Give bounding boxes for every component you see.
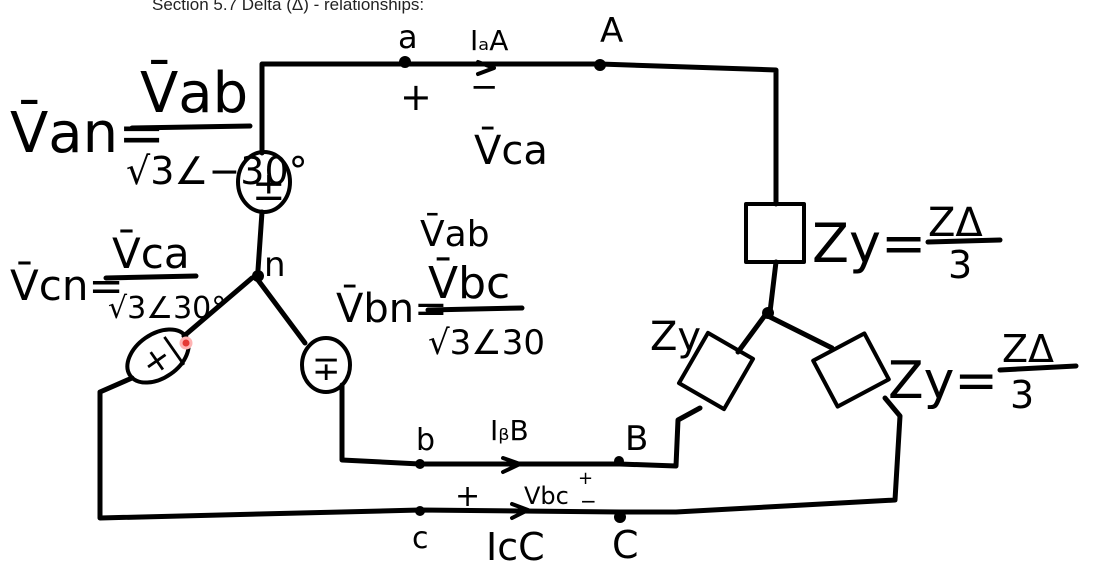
wire-top <box>259 61 779 207</box>
current-label-IcC: IcC <box>486 525 545 569</box>
equation-zy-right-numerator: ZΔ <box>1002 327 1054 371</box>
equation-Vbn-bar <box>425 305 525 313</box>
source-bn: ∓ <box>300 336 352 394</box>
node-dot-B <box>614 456 624 466</box>
equation-Vcn-bar <box>103 273 199 281</box>
node-label-B: B <box>625 419 648 459</box>
equation-zy-top: Zy= ZΔ 3 <box>812 200 1003 287</box>
node-dot-n <box>252 270 264 282</box>
equation-zy-right-lhs: Zy= <box>888 351 998 411</box>
equation-Van-numerator: V̄ab <box>140 61 248 126</box>
voltage-label-Vbc: Vbc <box>524 482 569 510</box>
laser-pointer-dot <box>179 336 193 350</box>
wire-source-c <box>181 275 255 339</box>
sign-plus-top: + <box>400 75 432 119</box>
impedance-box-left <box>676 330 756 412</box>
current-label-IbB: IᵦB <box>490 414 529 447</box>
equation-Vcn-numerator: V̄ca <box>112 227 190 278</box>
wire-source-a <box>255 209 265 273</box>
wire-load-neutral <box>767 259 779 315</box>
node-label-n: n <box>264 245 286 285</box>
equation-Vbn-numerator: V̄bc <box>428 256 510 309</box>
node-dot-b <box>415 459 425 469</box>
equation-Vcn-denominator: √3∠30° <box>108 291 226 326</box>
impedance-box-top <box>744 202 806 264</box>
impedance-box-right <box>811 331 891 409</box>
current-arrow-IbB <box>501 456 522 474</box>
sign-plus-line-c: + <box>455 479 480 514</box>
equation-Vbn-denominator: √3∠30 <box>428 323 545 363</box>
source-cn: +| <box>125 327 191 385</box>
node-dot-A <box>594 59 606 71</box>
sign-minus-vbc: − <box>580 489 597 513</box>
wire-load-arm-right <box>765 313 835 351</box>
source-an: ± <box>236 150 292 214</box>
equation-zy-right: Zy= ZΔ 3 <box>888 327 1079 417</box>
current-arrow-IcC <box>510 502 530 520</box>
equation-Vcn-lhs: V̄cn= <box>10 259 124 310</box>
source-cn-polarity: +| <box>134 329 190 385</box>
section-heading: Section 5.7 Delta (Δ) - relationships: <box>152 0 424 14</box>
node-dot-load-neutral <box>762 307 774 319</box>
node-label-c: c <box>412 521 429 556</box>
equation-zy-top-denominator: 3 <box>948 243 972 287</box>
equation-zy-top-bar <box>925 237 1003 245</box>
equation-Van-bar <box>129 123 253 131</box>
wire-line-c <box>97 375 903 521</box>
node-label-a: a <box>398 18 418 56</box>
node-dot-C <box>614 511 626 523</box>
equation-zy-right-denominator: 3 <box>1010 373 1034 417</box>
node-label-A: A <box>600 11 623 51</box>
impedance-label-left: Zy <box>650 314 701 360</box>
voltage-label-Vab: V̄ab <box>420 212 490 255</box>
voltage-label-Vca: V̄ca <box>474 126 548 174</box>
equation-zy-right-bar <box>997 363 1079 373</box>
equation-Vbn: V̄bn= V̄bc √3∠30 <box>336 256 545 363</box>
current-arrow-IaA <box>476 60 496 76</box>
node-dot-a <box>399 56 411 68</box>
sign-minus-top: − <box>470 67 499 107</box>
source-an-polarity: ± <box>252 164 286 210</box>
equation-Vcn: V̄cn= V̄ca √3∠30° <box>10 227 226 326</box>
current-label-IaA: IₐA <box>470 24 508 57</box>
equation-Van-denominator: √3∠−30° <box>126 149 308 193</box>
node-label-C: C <box>612 523 639 567</box>
node-dot-c <box>415 506 425 516</box>
equation-Van: V̄an= V̄ab √3∠−30° <box>10 61 308 193</box>
wire-load-arm-left <box>735 311 769 355</box>
equation-zy-top-lhs: Zy= <box>812 212 926 275</box>
node-label-b: b <box>416 423 435 458</box>
sign-plus-vbc: + <box>578 468 593 489</box>
source-bn-polarity: ∓ <box>312 349 341 389</box>
wire-source-b <box>255 277 308 346</box>
equation-Van-lhs: V̄an= <box>10 101 165 166</box>
